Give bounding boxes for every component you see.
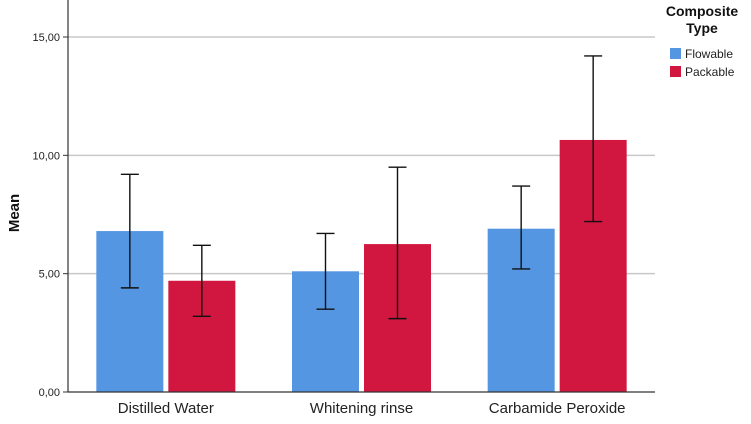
legend-title-line1: Composite [666,3,739,19]
legend-label-packable: Packable [685,65,735,79]
axes [63,0,655,393]
bars [96,139,627,392]
y-tick-label: 0,00 [39,387,60,399]
legend-title-line2: Type [686,20,718,36]
y-axis-label: Mean [6,194,23,232]
legend-swatch-flowable [670,48,681,59]
x-category-label: Whitening rinse [310,400,413,417]
y-tick-label: 5,00 [39,269,60,281]
legend-swatch-packable [670,66,681,77]
y-tick-label: 15,00 [32,32,60,44]
legend: Composite Type Flowable Packable [666,3,739,79]
gridlines [68,36,655,275]
x-category-label: Distilled Water [118,400,214,417]
labels: 0,00 5,00 10,00 15,00 Distilled Water Whiteni… [32,32,625,417]
legend-label-flowable: Flowable [685,47,733,61]
x-category-label: Carbamide Peroxide [489,400,626,417]
error-bars [120,55,603,320]
y-tick-label: 10,00 [32,150,60,162]
